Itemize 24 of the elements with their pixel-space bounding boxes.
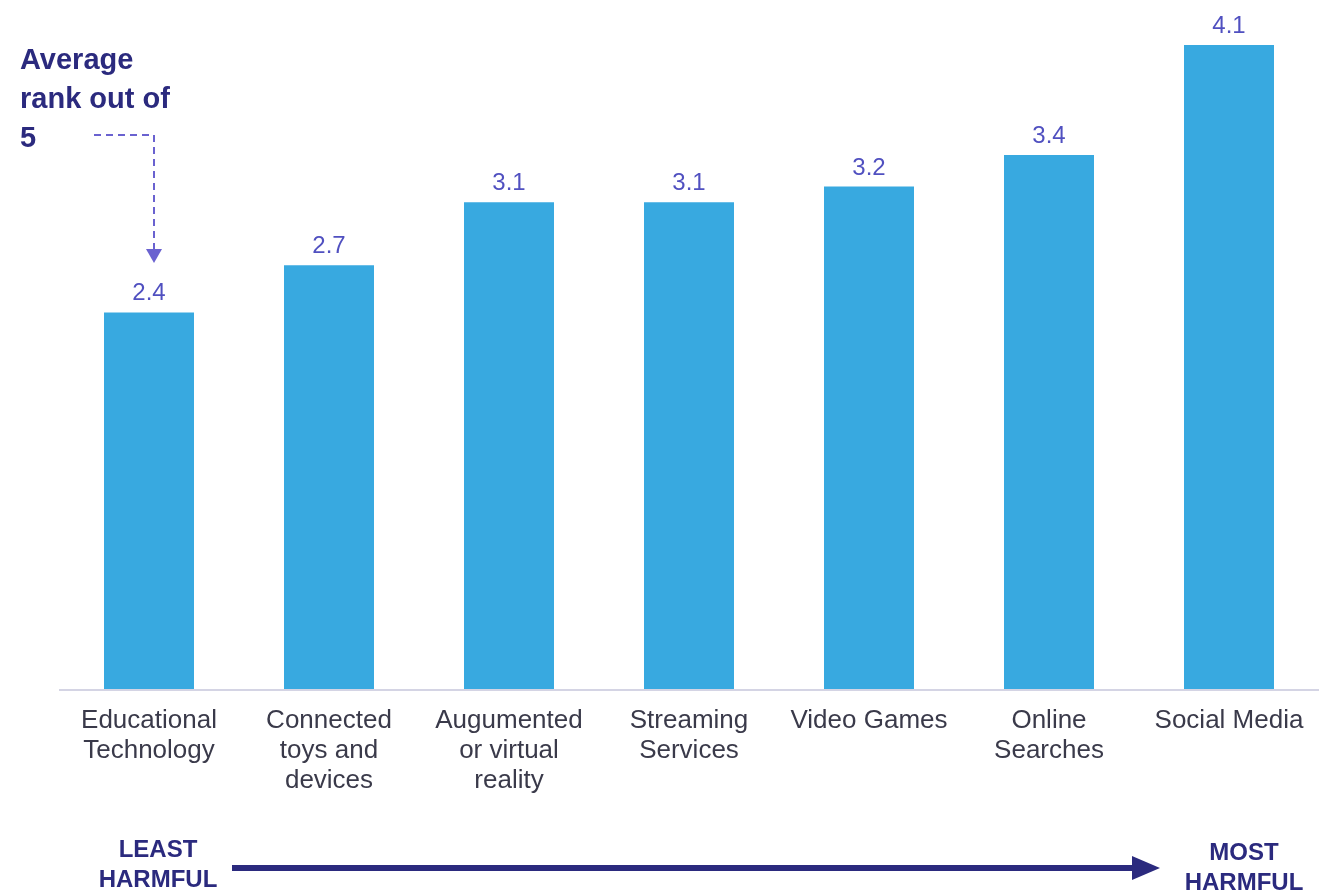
x-tick-label: Online Searches (994, 704, 1104, 764)
annotation: Average rank out of 5 (20, 42, 170, 155)
bar (644, 202, 734, 690)
data-label: 4.1 (1212, 11, 1246, 38)
bar (1004, 155, 1094, 690)
x-tick-label: Social Media (1154, 704, 1304, 734)
x-tick-label: Augumented or virtual reality (435, 704, 583, 794)
data-label: 2.4 (132, 278, 166, 306)
x-tick-label: Video Games (790, 704, 948, 734)
text: LEAST HARMFUL (97, 834, 219, 891)
x-tick-label: Streaming Services (629, 704, 749, 764)
data-label: 3.2 (852, 152, 886, 180)
data-label: 3.1 (492, 168, 526, 196)
data-label: 2.7 (312, 231, 346, 259)
bar (1184, 45, 1274, 690)
x-tick-label: Connected toys and devices (266, 704, 392, 794)
bar (104, 312, 194, 690)
bar (464, 202, 554, 690)
data-label: 3.4 (1032, 121, 1066, 149)
bar (284, 265, 374, 690)
data-label: 3.1 (672, 168, 706, 196)
x-tick-label: Educational Technology (81, 704, 217, 764)
text: MOST HARMFUL (1183, 837, 1305, 891)
bar (824, 186, 914, 690)
